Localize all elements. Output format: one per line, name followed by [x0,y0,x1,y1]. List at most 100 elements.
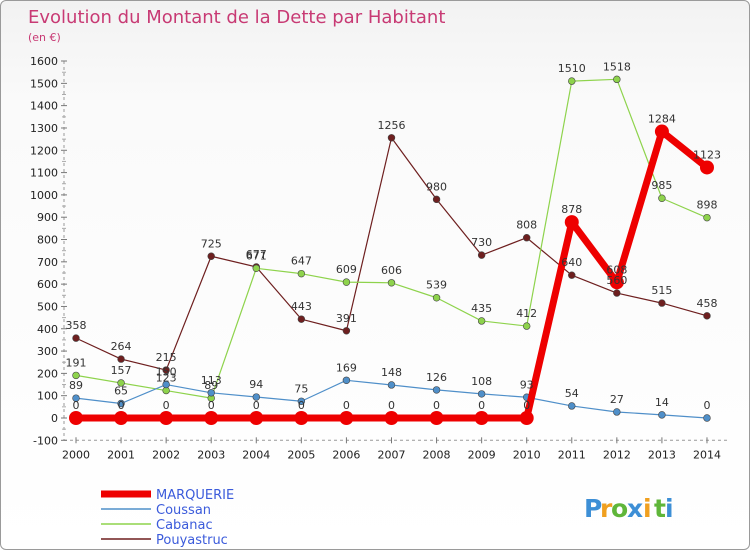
point-cabanac [117,379,125,387]
x-tick-label: 2013 [648,448,676,461]
y-tick-label: 1600 [30,55,58,68]
data-label-coussan: 14 [655,396,669,409]
data-label-marquerie: 0 [163,399,170,412]
point-marquerie [474,411,489,425]
y-tick-label: -100 [33,434,58,447]
point-marquerie [654,124,669,139]
data-label-pouyastruc: 640 [561,256,582,269]
point-cabanac [432,294,441,302]
point-marquerie [339,411,354,425]
data-label-coussan: 0 [703,399,710,412]
data-label-cabanac: 157 [111,364,132,377]
data-label-pouyastruc: 1256 [377,119,405,132]
data-label-cabanac: 1518 [603,60,631,73]
x-tick-label: 2011 [558,448,586,461]
point-coussan [207,389,215,397]
data-label-cabanac: 606 [381,264,402,277]
y-tick-label: 300 [37,345,58,358]
logo-letter: i [665,494,674,523]
data-label-marquerie: 0 [208,399,215,412]
point-pouyastruc [703,312,711,320]
data-label-coussan: 113 [201,374,222,387]
series-line-pouyastruc [75,137,708,371]
point-pouyastruc [613,289,621,297]
data-label-coussan: 89 [69,379,83,392]
data-label-cabanac: 412 [516,307,537,320]
point-marquerie [159,411,174,425]
data-label-cabanac: 985 [651,179,672,192]
x-tick-label: 2005 [287,448,315,461]
point-coussan [703,414,711,422]
data-label-pouyastruc: 515 [651,284,672,297]
x-tick-label: 2004 [242,448,270,461]
logo-letter: o [611,494,628,523]
unit-label: (en €) [28,31,61,44]
point-marquerie [249,411,264,425]
point-pouyastruc [658,299,666,307]
point-marquerie [114,411,129,425]
point-coussan [117,399,125,408]
point-marquerie [429,411,444,425]
data-label-pouyastruc: 677 [246,248,267,261]
point-coussan [162,380,170,389]
data-label-pouyastruc: 391 [336,312,357,325]
data-labels: 358 264 215 725 677 443 391 1256 980 730 808 640 560… [66,60,721,412]
logo-letter: P [584,494,602,523]
point-marquerie [699,160,714,175]
point-pouyastruc [522,234,531,242]
data-label-marquerie: 0 [433,399,440,412]
data-label-cabanac: 1510 [558,62,586,75]
data-label-coussan: 93 [520,378,534,391]
point-marquerie [609,275,624,290]
logo-letter: i [643,494,652,523]
data-label-coussan: 94 [249,378,263,391]
x-tick-label: 2001 [107,448,135,461]
point-pouyastruc [568,271,576,279]
point-coussan [252,393,260,401]
data-label-cabanac: 435 [471,302,492,315]
y-tick-label: 1400 [30,100,58,113]
x-tick-label: 2002 [152,448,180,461]
y-tick-label: 700 [37,256,58,269]
data-label-coussan: 150 [156,366,177,379]
point-cabanac [613,75,621,84]
data-label-coussan: 27 [610,393,624,406]
point-pouyastruc [342,327,351,335]
data-label-cabanac: 671 [246,249,267,262]
data-label-marquerie: 0 [478,399,485,412]
y-tick-label: 1300 [30,122,58,135]
point-coussan [72,394,80,402]
y-tick-label: 600 [37,278,58,291]
y-tick-label: 500 [37,300,58,313]
x-tick-label: 2014 [693,448,721,461]
point-cabanac [72,371,80,380]
data-label-pouyastruc: 264 [111,340,132,353]
data-label-marquerie: 0 [388,399,395,412]
y-tick-label: 1100 [30,167,58,180]
point-cabanac [252,264,260,272]
point-cabanac [658,194,666,202]
point-pouyastruc [432,195,441,204]
data-label-cabanac: 539 [426,279,447,292]
point-marquerie [69,411,83,425]
data-label-marquerie: 878 [561,203,582,216]
point-pouyastruc [477,251,486,259]
point-cabanac [342,278,351,286]
point-pouyastruc [297,315,306,323]
point-cabanac [477,317,486,325]
data-label-pouyastruc: 725 [201,237,222,250]
logo-letter: x [627,494,643,523]
data-label-coussan: 65 [114,384,128,397]
data-label-marquerie: 608 [606,263,627,276]
data-label-pouyastruc: 730 [471,236,492,249]
data-label-marquerie: 0 [343,399,350,412]
x-tick-label: 2010 [513,448,541,461]
x-tick-label: 2007 [377,448,405,461]
point-coussan [477,390,486,398]
data-label-coussan: 54 [565,387,579,400]
data-label-marquerie: 1123 [693,148,721,161]
y-tick-label: 200 [37,367,58,380]
data-label-pouyastruc: 215 [156,351,177,364]
data-label-cabanac: 898 [696,199,717,212]
